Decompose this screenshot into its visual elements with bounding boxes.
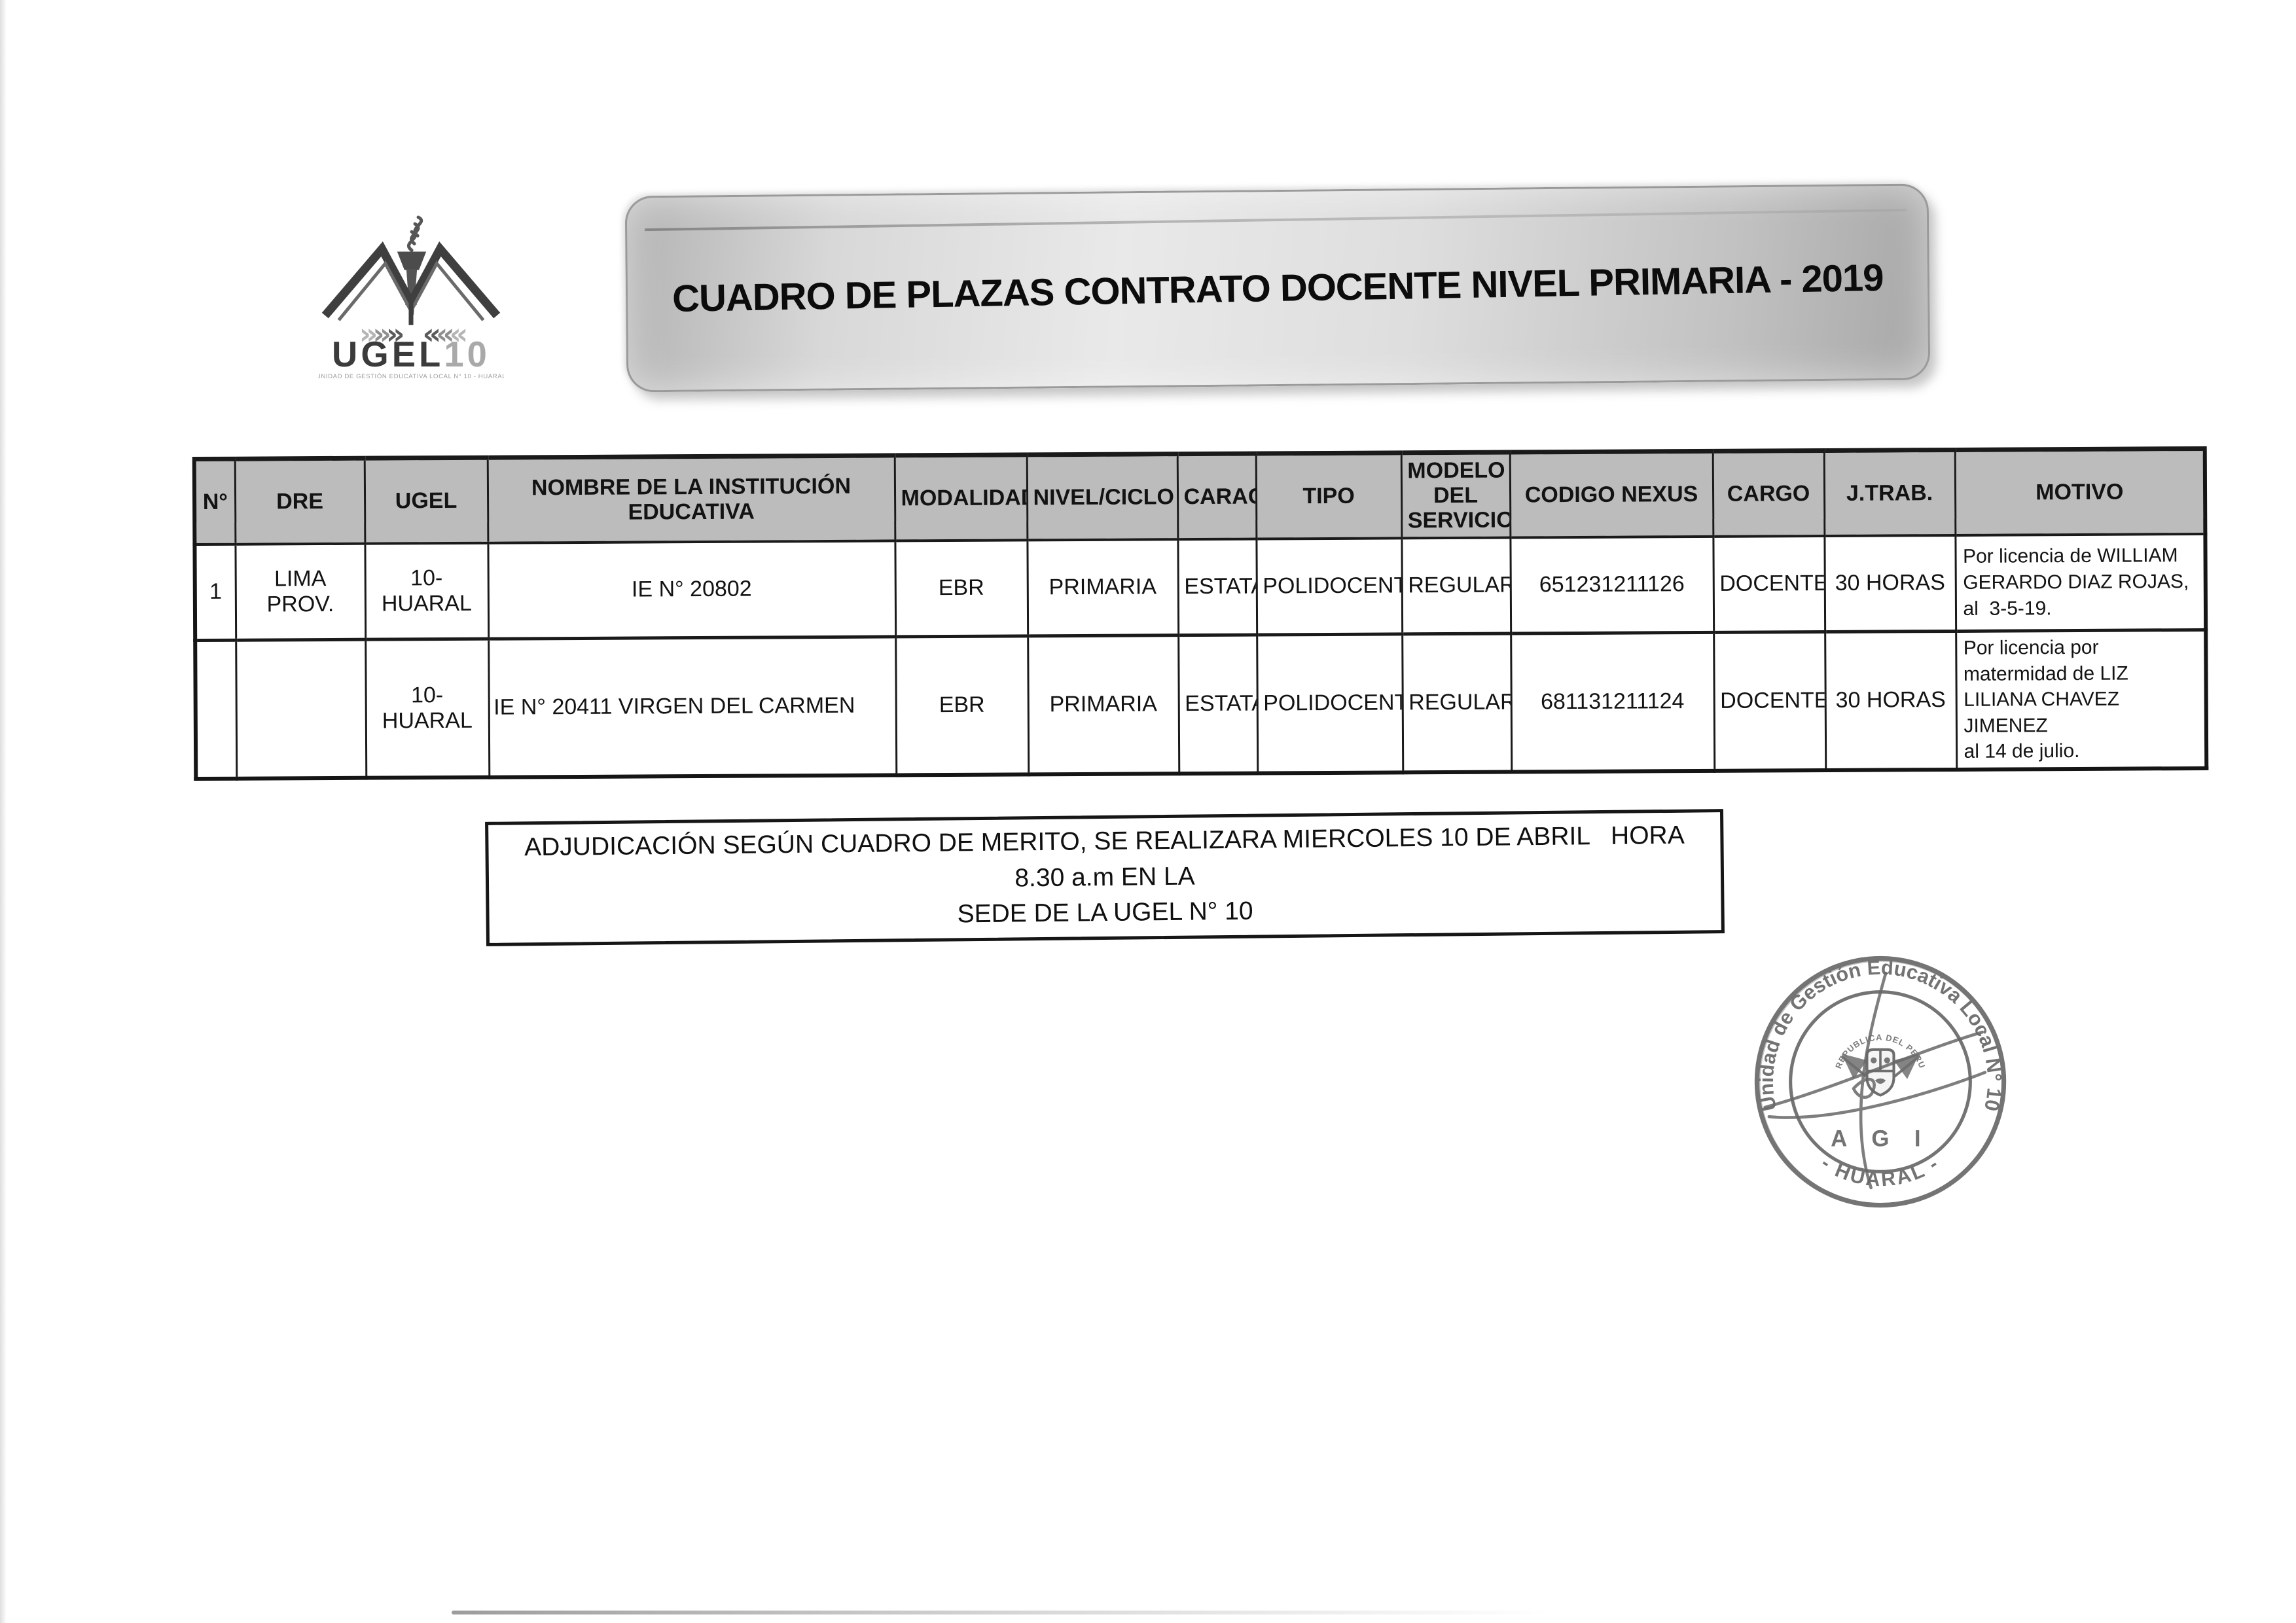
cell-jtrab: 30 HORAS <box>1825 631 1957 770</box>
cell-nivel-ciclo: PRIMARIA <box>1027 539 1179 636</box>
col-header-modalidad: MODALIDAD <box>894 454 1028 541</box>
cell-modelo: REGULAR <box>1402 633 1512 773</box>
col-header-codigo-nexus: CODIGO NEXUS <box>1509 451 1713 538</box>
cell-nivel-ciclo: PRIMARIA <box>1028 635 1179 775</box>
table-row: 1 LIMA PROV. 10-HUARAL IE N° 20802 EBR P… <box>194 533 2206 641</box>
page-title: CUADRO DE PLAZAS CONTRATO DOCENTE NIVEL … <box>672 256 1884 320</box>
cell-caract: ESTATAL <box>1178 635 1258 774</box>
col-header-modelo-servicio: MODELO DEL SERVICIO <box>1401 452 1511 538</box>
open-book-icon <box>321 241 501 325</box>
stamp-inner-text: A G I <box>1831 1126 1930 1151</box>
col-header-dre: DRE <box>234 458 365 544</box>
cell-caract: ESTATAL <box>1177 539 1257 635</box>
col-header-institucion: NOMBRE DE LA INSTITUCIÓN EDUCATIVA <box>487 455 895 543</box>
logo-caption: UNIDAD DE GESTIÓN EDUCATIVA LOCAL N° 10 … <box>318 373 504 380</box>
cell-modelo: REGULAR <box>1401 537 1511 634</box>
torch-smoke-icon <box>407 215 423 252</box>
cell-cargo: DOCENTE <box>1713 535 1825 633</box>
cell-motivo: Por licencia de WILLIAM GERARDO DIAZ ROJ… <box>1955 533 2206 632</box>
logo-wordmark: UGEL10 <box>332 334 490 374</box>
laurel-chevrons-icon: »»» ««« <box>359 318 471 351</box>
cell-codigo-nexus: 651231211126 <box>1510 536 1714 634</box>
col-header-motivo: MOTIVO <box>1954 448 2206 535</box>
cell-institucion: IE N° 20802 <box>488 540 896 639</box>
cell-n: 1 <box>194 544 236 641</box>
coat-of-arms-icon <box>1840 1048 1920 1097</box>
col-header-caract: CARACT. <box>1177 454 1257 539</box>
col-header-cargo: CARGO <box>1712 450 1825 537</box>
cell-codigo-nexus: 681131211124 <box>1511 632 1715 772</box>
signature-icon <box>1763 971 1987 1190</box>
cell-tipo: POLIDOCENTE <box>1257 633 1403 774</box>
ugel-logo-icon: »»» ««« UGEL10 UNIDAD DE GESTIÓN EDUCATI… <box>316 215 506 380</box>
cell-dre: LIMA PROV. <box>235 543 366 641</box>
cell-dre <box>236 639 367 779</box>
table-header-row: N° DRE UGEL NOMBRE DE LA INSTITUCIÓN EDU… <box>194 448 2206 544</box>
ugel-logo: »»» ««« UGEL10 UNIDAD DE GESTIÓN EDUCATI… <box>316 213 506 386</box>
stamp-arc-bottom-text: - HUARAL - <box>1817 1151 1943 1191</box>
col-header-ugel: UGEL <box>364 457 488 544</box>
cell-modalidad: EBR <box>895 539 1028 637</box>
scan-artifact-line <box>452 1611 1551 1614</box>
ugel-stamp: Unidad de Gestión Educativa Local N° 10 … <box>1754 955 2007 1208</box>
col-header-nivel-ciclo: NIVEL/CICLO <box>1026 454 1178 540</box>
title-banner: CUADRO DE PLAZAS CONTRATO DOCENTE NIVEL … <box>624 183 1931 393</box>
plazas-table: N° DRE UGEL NOMBRE DE LA INSTITUCIÓN EDU… <box>192 446 2209 781</box>
cell-tipo: POLIDOCENTE <box>1256 537 1403 635</box>
stamp-rings-icon <box>1754 955 2007 1208</box>
col-header-tipo: TIPO <box>1255 452 1402 539</box>
cell-institucion: IE N° 20411 VIRGEN DEL CARMEN <box>488 636 897 777</box>
cell-modalidad: EBR <box>895 635 1029 776</box>
cell-jtrab: 30 HORAS <box>1824 535 1956 632</box>
adjudication-note: ADJUDICACIÓN SEGÚN CUADRO DE MERITO, SE … <box>485 809 1725 946</box>
col-header-n: N° <box>194 459 236 544</box>
cell-ugel: 10-HUARAL <box>365 543 489 640</box>
cell-ugel: 10-HUARAL <box>365 639 490 778</box>
scan-artifact-edge <box>0 0 7 1623</box>
cell-n <box>195 640 237 779</box>
col-header-jtrab: J.TRAB. <box>1823 450 1956 536</box>
table-row: 10-HUARAL IE N° 20411 VIRGEN DEL CARMEN … <box>195 630 2207 779</box>
cell-cargo: DOCENTE <box>1713 632 1826 771</box>
cell-motivo: Por licencia por matermidad de LIZ LILIA… <box>1956 630 2207 770</box>
